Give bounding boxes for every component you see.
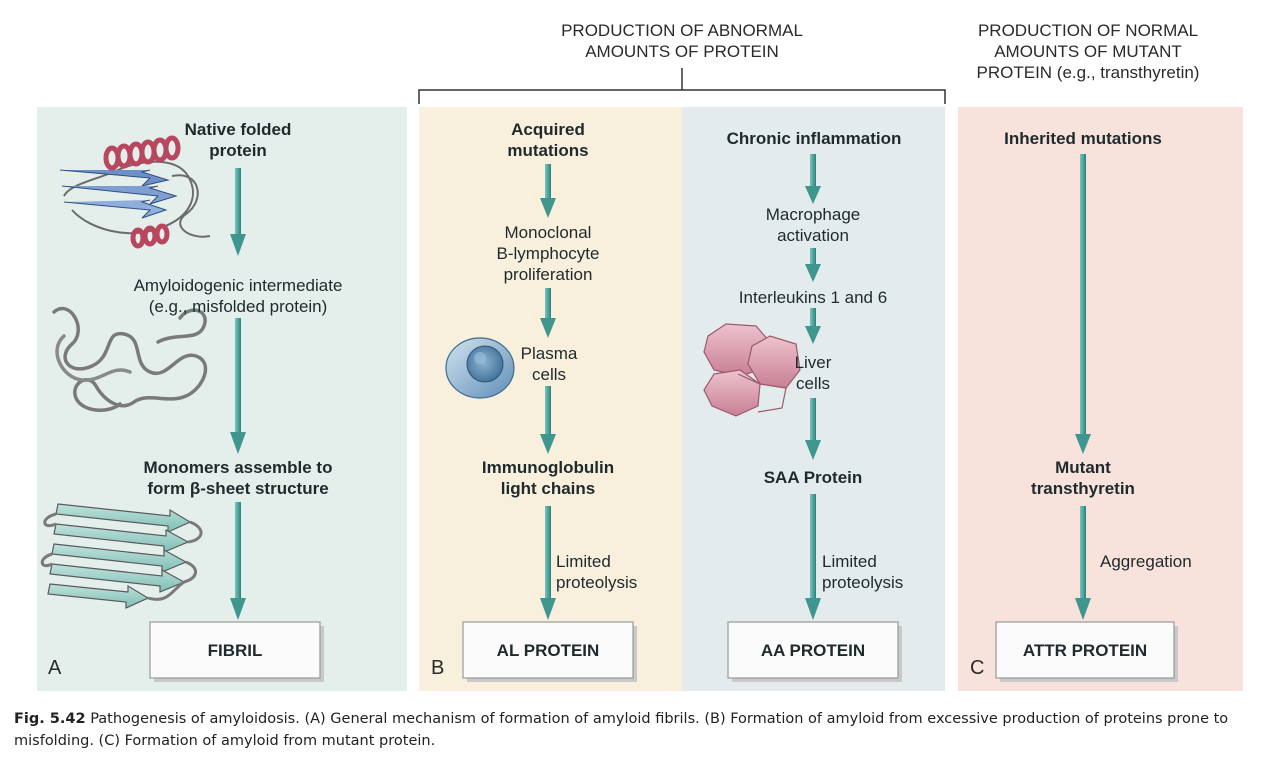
arrow-a1 bbox=[230, 168, 246, 256]
panel-b2-step4-line2: cells bbox=[795, 374, 830, 393]
panel-b1-step2: Monoclonal B-lymphocyte proliferation bbox=[458, 222, 638, 285]
panel-a-step1-line1: Native folded bbox=[184, 120, 292, 139]
result-aa-label: AA PROTEIN bbox=[760, 641, 866, 660]
header-normal: PRODUCTION OF NORMAL AMOUNTS OF MUTANT P… bbox=[948, 20, 1228, 83]
arrow-b2-1 bbox=[805, 154, 821, 204]
panel-b1-step4-line1: Immunoglobulin bbox=[481, 458, 615, 477]
panel-b2-step6-line1: Limited bbox=[822, 552, 877, 571]
panel-b2-step6: Limited proteolysis bbox=[822, 551, 932, 593]
header-normal-line2: AMOUNTS OF MUTANT bbox=[994, 42, 1182, 61]
figure-caption: Fig. 5.42 Pathogenesis of amyloidosis. (… bbox=[14, 708, 1259, 752]
panel-c-step3: Aggregation bbox=[1100, 552, 1192, 571]
arrow-c2 bbox=[1075, 506, 1091, 620]
liver-cells-icon bbox=[703, 323, 801, 417]
panel-c-background bbox=[958, 107, 1243, 691]
arrow-b2-2 bbox=[805, 248, 821, 282]
header-normal-line3: PROTEIN (e.g., transthyretin) bbox=[976, 63, 1200, 82]
panel-b1-step3-line2: cells bbox=[531, 365, 566, 384]
panel-a-step2: Amyloidogenic intermediate (e.g., misfol… bbox=[98, 275, 378, 317]
panel-c-letter: C bbox=[970, 657, 985, 679]
arrow-a2 bbox=[230, 318, 246, 454]
arrow-b1-2 bbox=[540, 288, 556, 338]
panel-b2-step2-line2: activation bbox=[777, 226, 849, 245]
arrow-b2-4 bbox=[805, 398, 821, 460]
result-box-al bbox=[462, 621, 637, 682]
panel-b2-step4-line1: Liver bbox=[794, 353, 832, 372]
abnormal-bracket bbox=[418, 68, 946, 104]
panel-c-step2-line1: Mutant bbox=[1055, 458, 1111, 477]
result-box-aa bbox=[727, 621, 902, 682]
arrow-b2-3 bbox=[805, 308, 821, 344]
plasma-cell-icon bbox=[445, 337, 515, 399]
ribbon-protein-icon bbox=[59, 135, 211, 249]
caption-text: Pathogenesis of amyloidosis. (A) General… bbox=[14, 711, 1229, 749]
result-al-label: AL PROTEIN bbox=[496, 641, 600, 660]
panel-c-step1: Inherited mutations bbox=[1004, 129, 1162, 148]
arrow-c1 bbox=[1075, 154, 1091, 454]
panel-a-step2-line2: (e.g., misfolded protein) bbox=[148, 297, 328, 316]
panel-a-step1: Native folded protein bbox=[138, 119, 338, 161]
header-abnormal-line2: AMOUNTS OF PROTEIN bbox=[585, 42, 779, 61]
panel-b1-step5-line2: proteolysis bbox=[556, 573, 638, 592]
panel-c-step2: Mutant transthyretin bbox=[1003, 457, 1163, 499]
panel-a-step3-line1: Monomers assemble to bbox=[143, 458, 333, 477]
panel-a-letter: A bbox=[48, 657, 62, 679]
panel-a-step1-line2: protein bbox=[209, 141, 267, 160]
panel-b1-step4-line2: light chains bbox=[500, 479, 596, 498]
panel-b2-step2-line1: Macrophage bbox=[765, 205, 861, 224]
panel-b1-step5-line1: Limited bbox=[556, 552, 611, 571]
panel-b-letter: B bbox=[431, 657, 445, 679]
arrow-b1-3 bbox=[540, 386, 556, 454]
panel-a-background bbox=[37, 107, 407, 691]
panel-a-step2-line1: Amyloidogenic intermediate bbox=[133, 276, 343, 295]
panel-b1-step4: Immunoglobulin light chains bbox=[458, 457, 638, 499]
result-attr-label: ATTR PROTEIN bbox=[1022, 641, 1148, 660]
panel-b1-step1-line1: Acquired bbox=[511, 120, 585, 139]
panel-b1-step1: Acquired mutations bbox=[468, 119, 628, 161]
result-box-attr bbox=[995, 621, 1178, 682]
result-fibril-label: FIBRIL bbox=[207, 641, 263, 660]
header-abnormal: PRODUCTION OF ABNORMAL AMOUNTS OF PROTEI… bbox=[532, 20, 832, 62]
panel-c-step2-line2: transthyretin bbox=[1031, 479, 1135, 498]
result-box-fibril bbox=[149, 621, 324, 682]
panel-a-step3: Monomers assemble to form β-sheet struct… bbox=[98, 457, 378, 499]
panel-b1-step5: Limited proteolysis bbox=[556, 551, 656, 593]
panel-b1-step3: Plasma cells bbox=[504, 343, 594, 385]
panel-b2-step5: SAA Protein bbox=[763, 468, 863, 487]
header-normal-line1: PRODUCTION OF NORMAL bbox=[977, 21, 1199, 40]
arrow-a3 bbox=[230, 502, 246, 620]
beta-sheet-icon bbox=[40, 503, 203, 609]
panel-b2-step3: Interleukins 1 and 6 bbox=[738, 288, 888, 307]
panel-b1-step2-line1: Monoclonal bbox=[504, 223, 592, 242]
panel-b1-step2-line3: proliferation bbox=[503, 265, 593, 284]
arrows bbox=[230, 154, 1091, 620]
panel-b2-step2: Macrophage activation bbox=[733, 204, 893, 246]
panel-b2-step6-line2: proteolysis bbox=[822, 573, 904, 592]
panel-b2-step1: Chronic inflammation bbox=[726, 129, 902, 148]
caption-fig-number: Fig. 5.42 bbox=[14, 711, 86, 727]
panel-b1-step3-line1: Plasma bbox=[520, 344, 578, 363]
arrow-b1-4 bbox=[540, 506, 556, 620]
panel-b2-step4: Liver cells bbox=[778, 352, 848, 394]
arrow-b2-5 bbox=[805, 494, 821, 620]
arrow-b1-1 bbox=[540, 164, 556, 218]
header-abnormal-line1: PRODUCTION OF ABNORMAL bbox=[561, 21, 803, 40]
panel-b1-step2-line2: B-lymphocyte bbox=[496, 244, 600, 263]
panel-b1-step1-line2: mutations bbox=[507, 141, 589, 160]
panel-a-step3-line2: form β-sheet structure bbox=[147, 479, 329, 498]
coil-protein-icon bbox=[52, 307, 208, 412]
